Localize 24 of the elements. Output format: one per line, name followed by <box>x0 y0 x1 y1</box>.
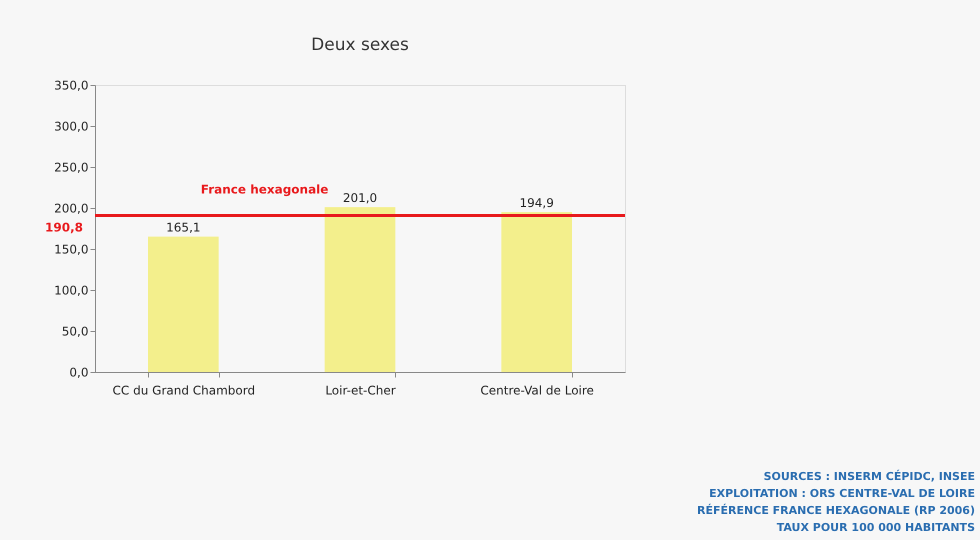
y-tick-label: 200,0 <box>54 202 88 216</box>
x-tick-label: Centre-Val de Loire <box>480 384 594 398</box>
x-tick-label: Loir-et-Cher <box>325 384 396 398</box>
y-tick-label: 250,0 <box>54 160 88 174</box>
y-tick-label: 100,0 <box>54 284 88 298</box>
y-tick-label: 300,0 <box>54 120 88 134</box>
bar <box>324 207 396 372</box>
text: 190,8 <box>45 220 83 235</box>
text: EXPLOITATION : ORS CENTRE-VAL DE LOIRE <box>709 487 975 500</box>
y-tick-label: 150,0 <box>54 242 88 256</box>
source-note: SOURCES : INSERM CÉPIDC, INSEE <box>764 469 975 483</box>
bar <box>501 212 572 372</box>
data-label: 201,0 <box>342 191 378 206</box>
text: RÉFÉRENCE FRANCE HEXAGONALE (RP 2006) <box>697 503 975 517</box>
bar <box>148 236 219 372</box>
y-tick-label: 0,0 <box>69 366 88 380</box>
text: TAUX POUR 100 000 HABITANTS <box>776 521 976 534</box>
y-tick-label: 50,0 <box>62 324 88 338</box>
y-tick-label: 350,0 <box>54 78 88 92</box>
data-label: 165,1 <box>166 220 201 235</box>
chart-title: Deux sexes <box>311 35 409 55</box>
data-label: 194,9 <box>519 196 554 210</box>
ref-line-label: France hexagonale <box>200 182 328 197</box>
x-tick-label: CC du Grand Chambord <box>112 384 256 398</box>
